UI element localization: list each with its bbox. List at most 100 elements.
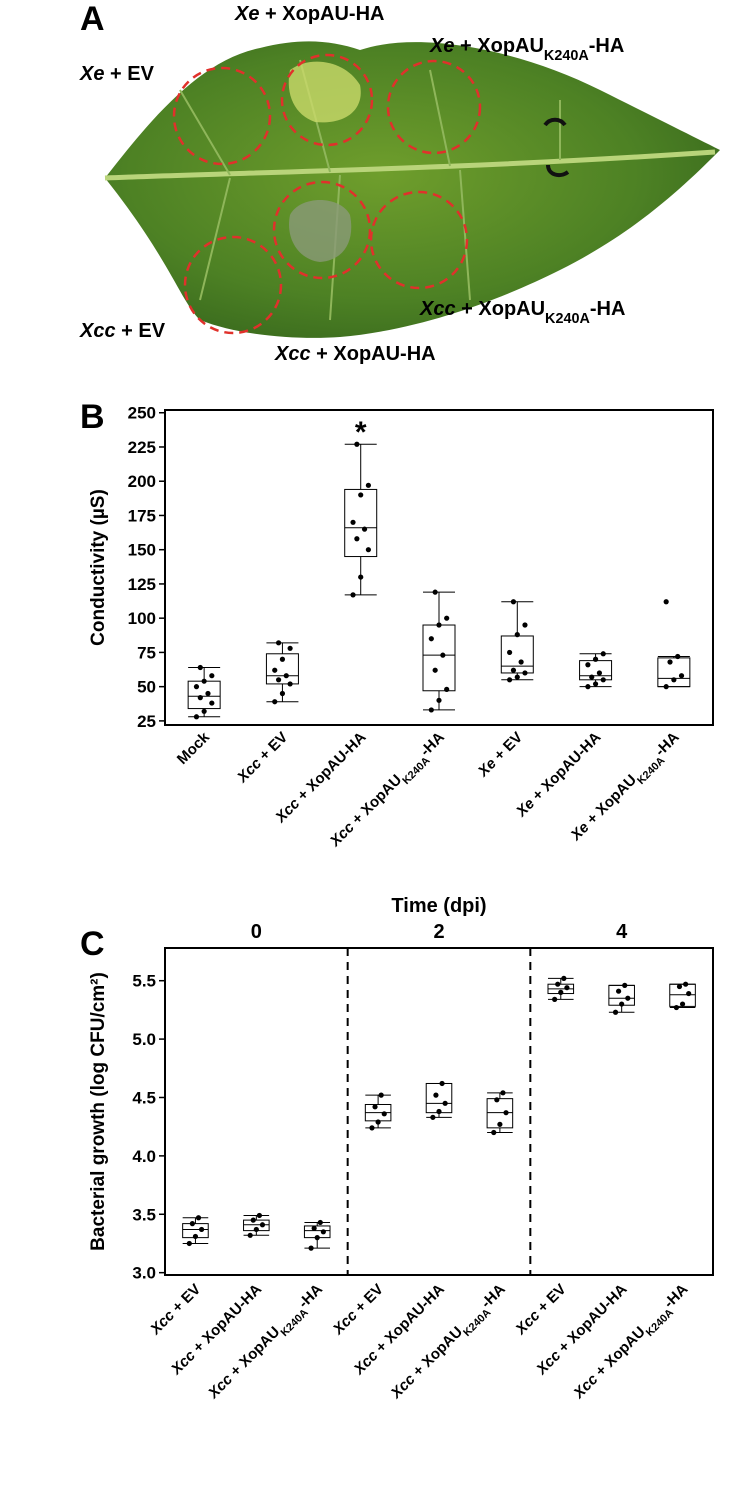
plot-frame [164, 409, 714, 726]
infiltration-circles [172, 53, 482, 335]
infiltration-circle [172, 66, 272, 166]
label-part: + XopAU-HA [526, 729, 604, 807]
label-part: Mock [174, 728, 214, 768]
data-point [510, 667, 517, 673]
data-point [442, 1100, 448, 1106]
y-tick-label: 4.5 [132, 1088, 156, 1107]
label-part: -HA [652, 729, 683, 760]
data-point [311, 1225, 317, 1231]
data-point [507, 649, 513, 656]
data-point [378, 1092, 384, 1098]
data-point [275, 677, 282, 683]
data-point [673, 1004, 680, 1011]
data-point [372, 1104, 378, 1110]
label: Xe + EV [79, 63, 155, 85]
data-point [432, 667, 438, 673]
data-point [522, 622, 528, 628]
x-tick-label: Xcc + XopAUK240A-HA [204, 1281, 329, 1406]
data-point [585, 684, 591, 690]
data-point [358, 574, 364, 580]
label-part: + EV [488, 729, 526, 767]
data-point [256, 1212, 263, 1219]
label-part: -HA [589, 35, 625, 57]
data-point [358, 492, 364, 498]
data-point [522, 670, 528, 676]
y-axis-title: Bacterial growth (log CFU/cm²) [88, 972, 109, 1251]
data-point [250, 1217, 256, 1223]
data-point [197, 664, 203, 671]
data-point [625, 995, 631, 1001]
data-point [518, 659, 524, 665]
label-part: + XopAU [346, 771, 405, 830]
data-point [552, 996, 558, 1002]
data-point [444, 615, 450, 621]
label: Xcc + XopAUK240A-HA [419, 298, 625, 327]
data-point [272, 699, 278, 705]
label-part: + EV [349, 1281, 387, 1319]
data-point [439, 1080, 445, 1087]
label-part: + XopAU [407, 1323, 466, 1382]
y-tick-label: 4.0 [132, 1147, 156, 1166]
marker-ink [543, 117, 570, 178]
data-point [600, 677, 606, 683]
lesion [288, 61, 361, 123]
data-point [679, 1001, 686, 1007]
infiltration-circle [280, 53, 374, 147]
label-part: + EV [166, 1281, 204, 1319]
data-point [440, 652, 446, 658]
data-point [622, 982, 628, 988]
data-point [676, 983, 683, 990]
x-tick-label: Xcc + XopAUK240A-HA [387, 1281, 512, 1406]
data-point [428, 707, 434, 713]
data-point [432, 589, 438, 595]
data-point [663, 599, 669, 605]
data-point [186, 1240, 192, 1247]
x-tick-label: Xe + XopAU-HA [512, 729, 604, 821]
data-point [350, 519, 356, 525]
box [486, 1098, 514, 1129]
plot-frame [164, 947, 714, 1276]
label: Xcc + EV [79, 320, 166, 342]
label-part: + XopAU [456, 298, 545, 320]
data-point [561, 975, 567, 981]
data-point [428, 636, 434, 642]
data-point [433, 1092, 439, 1098]
data-point [201, 678, 207, 684]
box [425, 1082, 453, 1114]
significance-mark: * [355, 416, 367, 449]
data-point [589, 674, 595, 680]
data-point [369, 1125, 375, 1131]
y-tick-label: 3.0 [132, 1264, 156, 1283]
label: Xcc + XopAU-HA [274, 343, 436, 365]
box [187, 680, 221, 710]
data-point [514, 632, 520, 638]
label-part: + EV [531, 1281, 569, 1319]
data-point [596, 670, 603, 676]
data-point [667, 659, 673, 665]
data-point [510, 599, 517, 605]
lesion [289, 200, 352, 262]
data-point [192, 1233, 199, 1240]
label-part: Xcc [419, 298, 456, 320]
data-point [436, 1108, 442, 1115]
x-tick-label: Xcc + XopAUK240A-HA [570, 1281, 695, 1406]
x-tick-label: Mock [174, 728, 214, 768]
data-point [514, 674, 520, 680]
data-point [209, 673, 215, 679]
y-tick-label: 150 [128, 541, 156, 560]
y-tick-label: 200 [128, 472, 156, 491]
data-point [619, 1001, 625, 1007]
data-point [686, 990, 692, 997]
panel-label: A [80, 0, 105, 38]
box [500, 635, 534, 674]
data-point [612, 1009, 619, 1015]
data-point [663, 684, 669, 690]
y-tick-label: 3.5 [132, 1205, 156, 1224]
label-part: + XopAU [454, 35, 543, 57]
label-part: Xe [429, 35, 454, 57]
data-point [287, 645, 293, 651]
data-point [317, 1219, 323, 1226]
data-point [500, 1090, 506, 1096]
infiltration-circle [272, 180, 372, 280]
